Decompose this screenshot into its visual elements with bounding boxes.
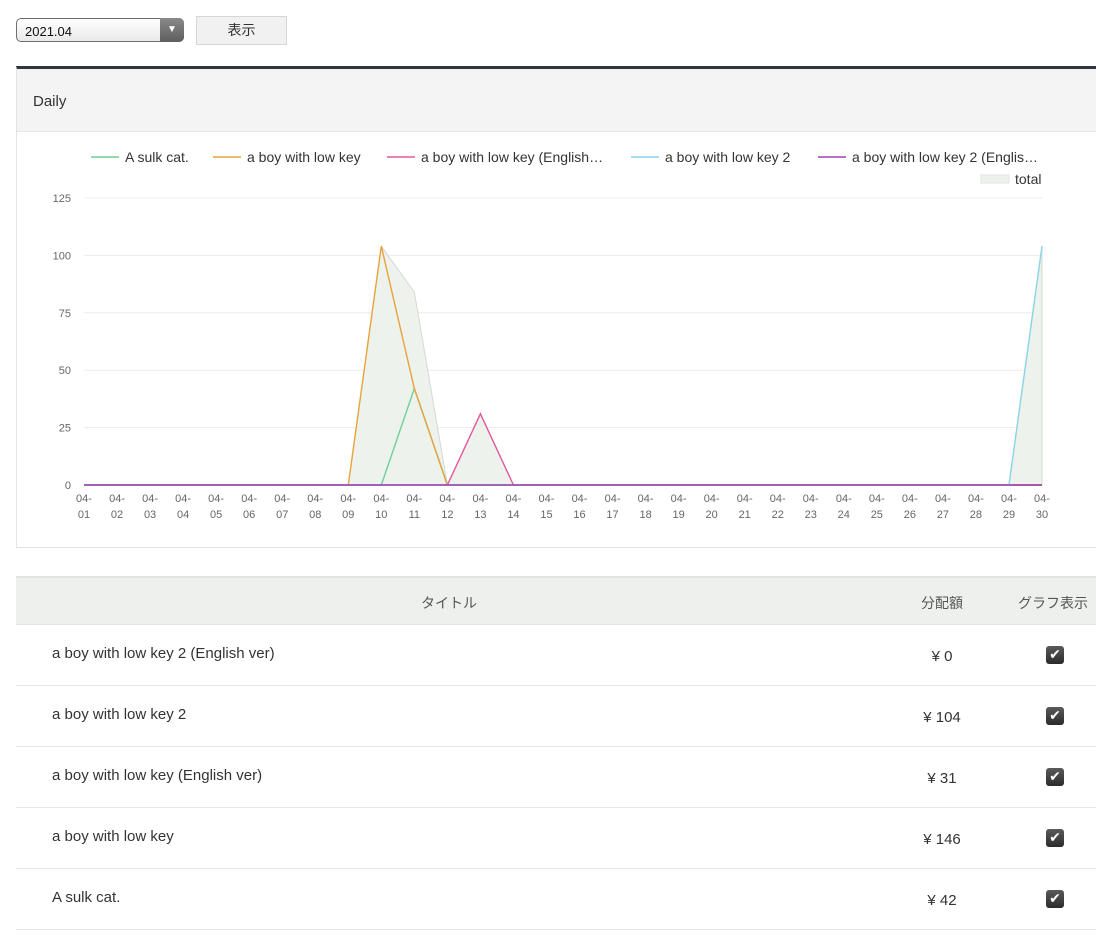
x-tick-label: 04-12	[439, 493, 455, 521]
table-row: a boy with low key 2 (English ver) ¥ 0 ✔	[16, 625, 1096, 686]
table-row: a boy with low key (English ver) ¥ 31 ✔	[16, 747, 1096, 808]
x-tick-label: 04-06	[241, 493, 257, 521]
x-tick-label: 04-30	[1034, 493, 1050, 521]
table-row: A sulk cat. ¥ 42 ✔	[16, 869, 1096, 930]
table-row: a boy with low key 2 ¥ 104 ✔	[16, 686, 1096, 747]
y-tick-label: 25	[59, 423, 71, 435]
legend-swatch	[980, 174, 1010, 184]
row-amount: ¥ 42	[927, 892, 957, 909]
graph-checkbox-icon[interactable]: ✔	[1046, 646, 1064, 664]
x-tick-label: 04-14	[505, 493, 521, 521]
x-tick-label: 04-05	[208, 493, 224, 521]
row-title: A sulk cat.	[52, 889, 121, 906]
row-title: a boy with low key 2	[52, 706, 187, 723]
y-tick-label: 50	[59, 365, 71, 377]
graph-checkbox-icon[interactable]: ✔	[1046, 768, 1064, 786]
y-tick-label: 100	[53, 250, 71, 262]
x-tick-label: 04-27	[935, 493, 951, 521]
header-amount: 分配額	[921, 595, 963, 611]
legend-label: total	[1015, 171, 1041, 187]
x-tick-label: 04-09	[340, 493, 356, 521]
x-tick-label: 04-03	[142, 493, 158, 521]
x-tick-label: 04-23	[803, 493, 819, 521]
show-button[interactable]: 表示	[196, 16, 287, 45]
x-tick-label: 04-13	[472, 493, 488, 521]
legend-label: a boy with low key 2	[665, 149, 790, 165]
legend-label: A sulk cat.	[125, 149, 189, 165]
graph-checkbox-icon[interactable]: ✔	[1046, 829, 1064, 847]
panel-title: Daily	[33, 93, 67, 110]
row-amount: ¥ 146	[923, 831, 961, 848]
x-tick-label: 04-25	[869, 493, 885, 521]
row-amount: ¥ 104	[923, 709, 961, 726]
legend-label: a boy with low key 2 (Englis…	[852, 149, 1038, 165]
month-select-value: 2021.04	[25, 24, 72, 39]
row-amount: ¥ 31	[927, 770, 957, 787]
header-graph: グラフ表示	[1018, 595, 1088, 611]
x-tick-label: 04-11	[406, 493, 422, 521]
daily-chart: 0 25 50 75 100 125 04-01 04-02 04-03 04-04 04-05 04…	[53, 149, 1051, 521]
x-tick-label: 04-22	[770, 493, 786, 521]
row-title: a boy with low key 2 (English ver)	[52, 645, 275, 662]
x-tick-label: 04-24	[836, 493, 852, 521]
row-title: a boy with low key (English ver)	[52, 767, 263, 784]
x-tick-label: 04-21	[737, 493, 753, 521]
x-tick-label: 04-02	[109, 493, 125, 521]
graph-checkbox-icon[interactable]: ✔	[1046, 890, 1064, 908]
x-tick-label: 04-15	[539, 493, 555, 521]
x-tick-label: 04-26	[902, 493, 918, 521]
y-tick-label: 75	[59, 308, 71, 320]
header-title: タイトル	[421, 595, 477, 611]
dropdown-arrow-icon[interactable]: ▼	[160, 18, 184, 42]
series-line-1	[84, 246, 1042, 486]
x-tick-label: 04-10	[373, 493, 389, 521]
x-tick-label: 04-18	[638, 493, 654, 521]
panel-header: Daily	[17, 69, 1096, 132]
x-tick-label: 04-07	[274, 493, 290, 521]
distribution-table: タイトル 分配額 グラフ表示 a boy with low key 2 (Eng…	[16, 576, 1096, 930]
x-tick-label: 04-16	[572, 493, 588, 521]
y-tick-label: 0	[65, 480, 71, 492]
x-tick-label: 04-04	[175, 493, 191, 521]
x-tick-label: 04-28	[968, 493, 984, 521]
graph-checkbox-icon[interactable]: ✔	[1046, 707, 1064, 725]
legend-label: a boy with low key (English…	[421, 149, 603, 165]
x-tick-label: 04-17	[605, 493, 621, 521]
y-tick-label: 125	[53, 193, 71, 205]
table-header: タイトル 分配額 グラフ表示	[16, 578, 1096, 625]
series-line-3	[84, 246, 1043, 486]
daily-panel: Daily 0 25 50 75 100 125 04-01 04-02 04-03 04-04 0…	[16, 66, 1096, 548]
row-title: a boy with low key	[52, 828, 174, 845]
x-tick-label: 04-20	[704, 493, 720, 521]
series-line-2	[84, 412, 1042, 486]
x-tick-label: 04-01	[76, 493, 92, 521]
x-tick-label: 04-29	[1001, 493, 1017, 521]
x-tick-label: 04-08	[307, 493, 323, 521]
x-tick-label: 04-19	[671, 493, 687, 521]
row-amount: ¥ 0	[931, 648, 953, 665]
table-row: a boy with low key ¥ 146 ✔	[16, 808, 1096, 869]
series-total-area	[84, 244, 1043, 487]
legend-label: a boy with low key	[247, 149, 361, 165]
series-line-0	[84, 386, 1042, 486]
month-select[interactable]: 2021.04 ▼	[16, 18, 184, 42]
